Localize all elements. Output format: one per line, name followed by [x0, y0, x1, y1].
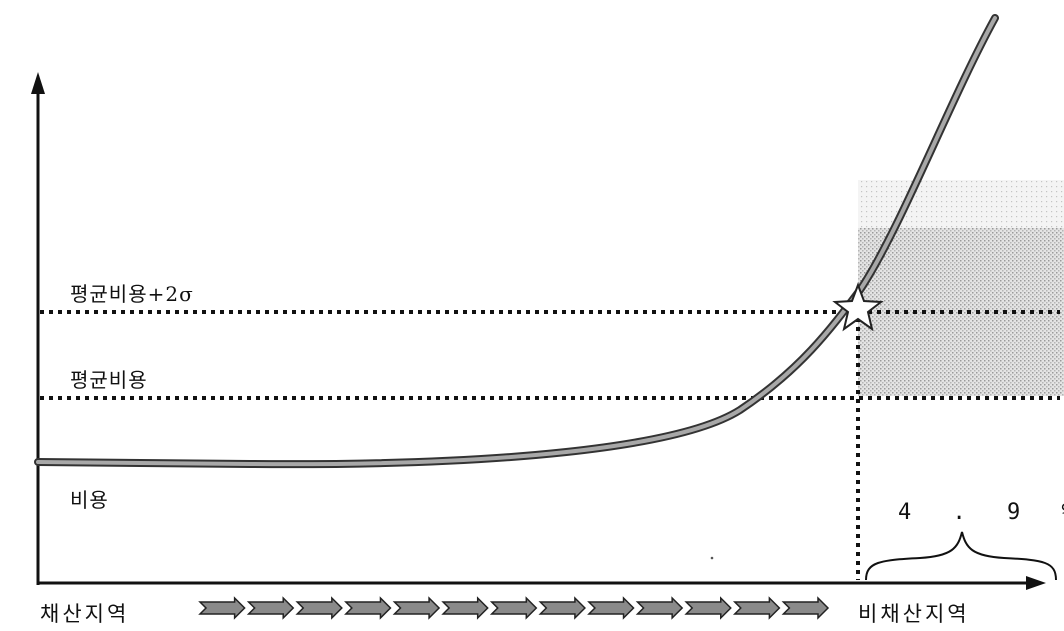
- stray-dot: [710, 556, 714, 560]
- x-axis-arrowhead-icon: [1026, 576, 1046, 590]
- chevron-arrow-icon: [295, 596, 343, 620]
- chevron-arrow-icon: [489, 596, 538, 620]
- curly-brace-icon: [865, 531, 1057, 581]
- star-icon: [832, 282, 884, 332]
- chevron-arrow-icon: [538, 596, 586, 620]
- chevron-arrow-icon: [587, 596, 635, 620]
- chevron-arrow-icon: [441, 596, 489, 620]
- percentage-label: 4 . 9 %: [898, 500, 1064, 525]
- chevron-arrow-icon: [392, 596, 441, 620]
- chevron-arrow-icon: [781, 596, 830, 620]
- arrow-row: [198, 596, 830, 620]
- chevron-arrow-icon: [635, 596, 684, 620]
- chevron-arrow-icon: [246, 596, 295, 620]
- chevron-arrow-icon: [198, 596, 246, 620]
- mean-cost-label: 평균비용: [70, 368, 148, 392]
- cost-curve-highlight: [36, 16, 997, 467]
- mining-area-label: 채산지역: [40, 602, 130, 626]
- chevron-arrow-icon: [732, 596, 781, 620]
- mean-plus-2sigma-label: 평균비용+2σ: [70, 282, 194, 306]
- non-mining-area-label: 비채산지역: [858, 602, 970, 626]
- y-axis-arrowhead-icon: [31, 72, 45, 94]
- cost-label: 비용: [70, 488, 109, 512]
- chevron-arrow-icon: [344, 596, 392, 620]
- chevron-arrow-icon: [684, 596, 732, 620]
- shaded-region-upper: [858, 180, 1064, 230]
